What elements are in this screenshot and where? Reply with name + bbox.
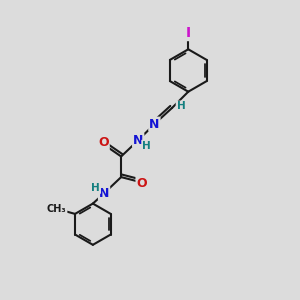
Text: H: H <box>176 101 185 111</box>
Text: N: N <box>149 118 160 130</box>
Text: O: O <box>98 136 109 149</box>
Text: H: H <box>142 141 151 151</box>
Text: N: N <box>133 134 143 147</box>
Text: O: O <box>136 177 147 190</box>
Text: N: N <box>99 187 109 200</box>
Text: H: H <box>92 183 100 193</box>
Text: I: I <box>186 26 191 40</box>
Text: CH₃: CH₃ <box>47 204 67 214</box>
